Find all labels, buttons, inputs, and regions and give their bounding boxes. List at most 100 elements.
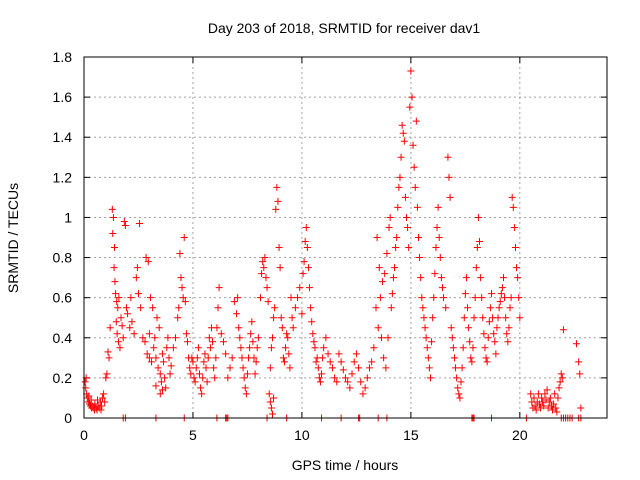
data-point bbox=[495, 304, 503, 312]
data-point bbox=[228, 354, 236, 362]
data-point bbox=[398, 121, 406, 129]
data-point bbox=[299, 270, 307, 278]
data-point bbox=[476, 238, 484, 246]
data-point bbox=[163, 344, 171, 352]
data-point bbox=[418, 294, 426, 302]
data-point bbox=[195, 370, 203, 378]
data-point bbox=[538, 394, 546, 402]
data-point bbox=[553, 408, 561, 416]
data-point bbox=[359, 390, 367, 398]
data-point bbox=[115, 294, 123, 302]
data-point bbox=[545, 398, 553, 406]
data-point bbox=[302, 223, 310, 231]
data-point bbox=[550, 400, 558, 408]
data-point bbox=[492, 350, 500, 358]
data-point bbox=[449, 344, 457, 352]
data-point bbox=[273, 183, 281, 191]
data-point bbox=[152, 354, 160, 362]
data-point bbox=[370, 344, 378, 352]
data-point bbox=[252, 358, 260, 366]
data-point bbox=[266, 364, 274, 372]
y-tick-label: 1.4 bbox=[53, 129, 73, 145]
data-point bbox=[312, 358, 320, 366]
data-point bbox=[158, 350, 166, 358]
data-point bbox=[172, 334, 180, 342]
data-point bbox=[289, 324, 297, 332]
data-point bbox=[394, 203, 402, 211]
data-point bbox=[460, 314, 468, 322]
data-point bbox=[285, 350, 293, 358]
x-tick-label: 10 bbox=[294, 427, 310, 443]
data-point bbox=[114, 338, 122, 346]
data-point bbox=[111, 244, 119, 252]
data-point bbox=[494, 314, 502, 322]
data-point bbox=[267, 344, 275, 352]
data-point bbox=[554, 394, 562, 402]
data-point bbox=[212, 354, 220, 362]
data-point bbox=[467, 354, 475, 362]
data-point bbox=[471, 294, 479, 302]
data-point bbox=[376, 294, 384, 302]
data-point bbox=[128, 318, 136, 326]
data-point bbox=[291, 304, 299, 312]
chart-title: Day 203 of 2018, SRMTID for receiver dav… bbox=[208, 20, 481, 36]
data-point bbox=[112, 290, 120, 298]
data-point bbox=[424, 354, 432, 362]
data-point bbox=[206, 344, 214, 352]
data-point bbox=[452, 364, 460, 372]
data-point bbox=[264, 298, 272, 306]
data-point bbox=[248, 318, 256, 326]
data-point bbox=[121, 221, 129, 229]
data-point bbox=[286, 364, 294, 372]
data-point bbox=[109, 229, 117, 237]
x-tick-label: 20 bbox=[512, 427, 528, 443]
data-point bbox=[382, 364, 390, 372]
data-point bbox=[429, 314, 437, 322]
data-point bbox=[113, 330, 121, 338]
data-point bbox=[184, 338, 192, 346]
data-point bbox=[243, 370, 251, 378]
data-point bbox=[116, 344, 124, 352]
data-point bbox=[258, 270, 266, 278]
data-point bbox=[454, 384, 462, 392]
data-point bbox=[242, 390, 250, 398]
data-point bbox=[226, 364, 234, 372]
data-point bbox=[175, 304, 183, 312]
data-point bbox=[422, 334, 430, 342]
data-point bbox=[127, 294, 135, 302]
data-point bbox=[210, 364, 218, 372]
data-point bbox=[481, 344, 489, 352]
data-point bbox=[324, 350, 332, 358]
data-point bbox=[209, 338, 217, 346]
data-point bbox=[421, 324, 429, 332]
data-point bbox=[328, 364, 336, 372]
points-layer bbox=[81, 67, 585, 422]
data-point bbox=[444, 153, 452, 161]
data-point bbox=[109, 213, 117, 221]
data-point bbox=[331, 374, 339, 382]
data-point bbox=[385, 223, 393, 231]
data-point bbox=[270, 314, 278, 322]
data-point bbox=[298, 310, 306, 318]
data-point bbox=[498, 284, 506, 292]
data-point bbox=[224, 374, 232, 382]
data-point bbox=[410, 163, 418, 171]
data-point bbox=[301, 238, 309, 246]
data-point bbox=[365, 364, 373, 372]
data-point bbox=[294, 294, 302, 302]
data-point bbox=[202, 364, 210, 372]
data-point bbox=[145, 354, 153, 362]
data-point bbox=[505, 324, 513, 332]
data-point bbox=[416, 254, 424, 262]
data-point bbox=[145, 330, 153, 338]
data-point bbox=[97, 406, 105, 414]
data-point bbox=[104, 348, 112, 356]
data-point bbox=[436, 254, 444, 262]
data-point bbox=[490, 330, 498, 338]
data-point bbox=[265, 390, 273, 398]
data-point bbox=[165, 354, 173, 362]
data-point bbox=[375, 264, 383, 272]
data-point bbox=[473, 244, 481, 252]
data-point bbox=[403, 213, 411, 221]
data-point bbox=[186, 364, 194, 372]
